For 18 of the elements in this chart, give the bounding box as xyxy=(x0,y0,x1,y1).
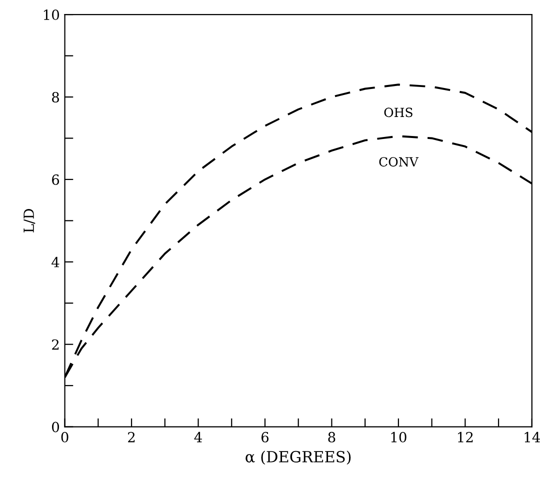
x-tick-label: 14 xyxy=(524,432,540,442)
y-axis-title: L/D xyxy=(24,208,36,232)
y-tick-label: 6 xyxy=(52,174,60,185)
y-tick-label: 0 xyxy=(52,422,60,432)
y-tick-label: 10 xyxy=(44,10,60,20)
series-label: OHS xyxy=(384,108,412,118)
x-tick-label: 10 xyxy=(391,432,406,442)
x-tick-label: 0 xyxy=(61,432,68,442)
series-label: CONV xyxy=(379,157,419,167)
x-tick-label: 8 xyxy=(328,432,336,442)
x-tick-label: 2 xyxy=(128,432,135,442)
x-tick-label: 6 xyxy=(261,432,269,442)
y-tick-label: 8 xyxy=(52,92,60,102)
x-tick-label: 12 xyxy=(458,432,473,442)
x-tick-label: 4 xyxy=(194,432,202,442)
y-tick-label: 2 xyxy=(52,339,59,350)
x-axis-title: α (DEGREES) xyxy=(246,450,351,465)
y-tick-label: 4 xyxy=(52,256,60,268)
